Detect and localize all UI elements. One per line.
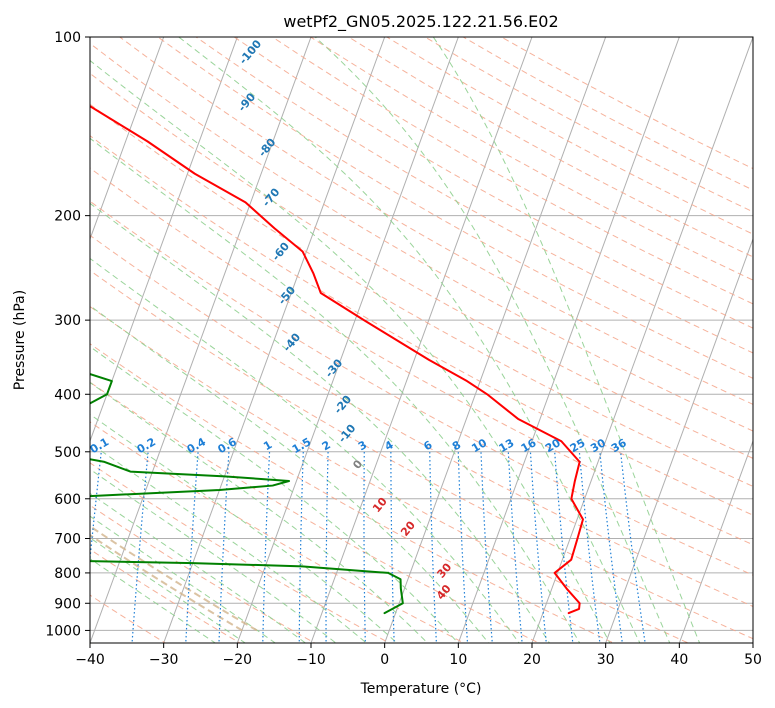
y-tick-label: 600 (54, 492, 81, 508)
x-tick-label: 40 (670, 652, 688, 668)
moist-adiabat-line (90, 59, 611, 643)
dry-adiabat-line (157, 37, 753, 379)
dry-adiabat-line (90, 305, 690, 643)
dry-adiabat-line (90, 200, 753, 576)
dry-adiabat-line (90, 135, 753, 516)
dry-adiabat-line (90, 594, 167, 643)
dry-adiabat-line (90, 462, 391, 643)
isotherm-line (236, 37, 459, 643)
moist-adiabat-line (90, 442, 368, 643)
dry-adiabat-line (90, 548, 241, 643)
dry-adiabat-line (90, 234, 753, 607)
isotherm-line (605, 237, 753, 643)
dry-adiabat-line (90, 421, 466, 643)
moist-adiabat-line (90, 515, 277, 643)
moist-adiabat-line (90, 202, 551, 643)
x-tick-label: −10 (296, 652, 326, 668)
y-tick-label: 400 (54, 387, 81, 403)
isotherm-line (90, 37, 238, 443)
x-axis-title: Temperature (°C) (360, 681, 482, 697)
y-tick-label: 1000 (45, 623, 81, 639)
x-tick-label: 50 (744, 652, 762, 668)
dry-adiabat-line (90, 167, 753, 546)
y-tick-label: 800 (54, 566, 81, 582)
moist-adiabat-line (90, 381, 429, 643)
isotherm-line (90, 37, 312, 643)
moist-adiabat-line (90, 137, 581, 643)
plot-frame (89, 36, 754, 644)
moist-adiabat-line (90, 558, 217, 643)
isotherm-line (163, 37, 386, 643)
dry-adiabat-line (271, 37, 753, 305)
x-tick-label: 10 (449, 652, 467, 668)
x-tick-label: 30 (597, 652, 615, 668)
x-tick-label: 0 (380, 652, 389, 668)
dry-adiabat-line (90, 269, 753, 640)
chart-title: wetPf2_GN05.2025.122.21.56.E02 (283, 12, 558, 32)
y-tick-label: 300 (54, 313, 81, 329)
dgz-band-line (90, 525, 258, 632)
moist-adiabat-line (90, 305, 490, 643)
moist-adiabat-line (432, 37, 701, 643)
y-tick-label: 900 (54, 596, 81, 612)
moist-adiabat-line (90, 537, 247, 643)
moist-adiabat-line (178, 37, 641, 643)
x-tick-label: −20 (223, 652, 253, 668)
dewpoint-profile-line (90, 372, 404, 615)
x-tick-label: −30 (149, 652, 179, 668)
y-tick-label: 700 (54, 532, 81, 548)
isotherm-line (678, 439, 753, 643)
temperature-profile-line (90, 105, 584, 615)
x-tick-label: 20 (523, 652, 541, 668)
dry-adiabat-line (90, 42, 753, 432)
y-tick-label: 500 (54, 445, 81, 461)
y-axis-title: Pressure (hPa) (12, 290, 28, 390)
moist-adiabat-line (90, 413, 398, 643)
dry-adiabat-line (195, 37, 753, 354)
y-tick-label: 100 (54, 30, 81, 46)
x-tick-label: −40 (75, 652, 105, 668)
moist-adiabat-line (314, 37, 671, 643)
y-tick-label: 200 (54, 209, 81, 225)
isotherm-line (531, 37, 753, 643)
isotherm-line (90, 37, 165, 241)
dgz-band-line (90, 533, 243, 632)
moist-adiabat-line (90, 257, 520, 643)
isotherm-line (310, 37, 533, 643)
isotherm-line (457, 37, 680, 643)
mixing-ratio-line (620, 451, 646, 643)
